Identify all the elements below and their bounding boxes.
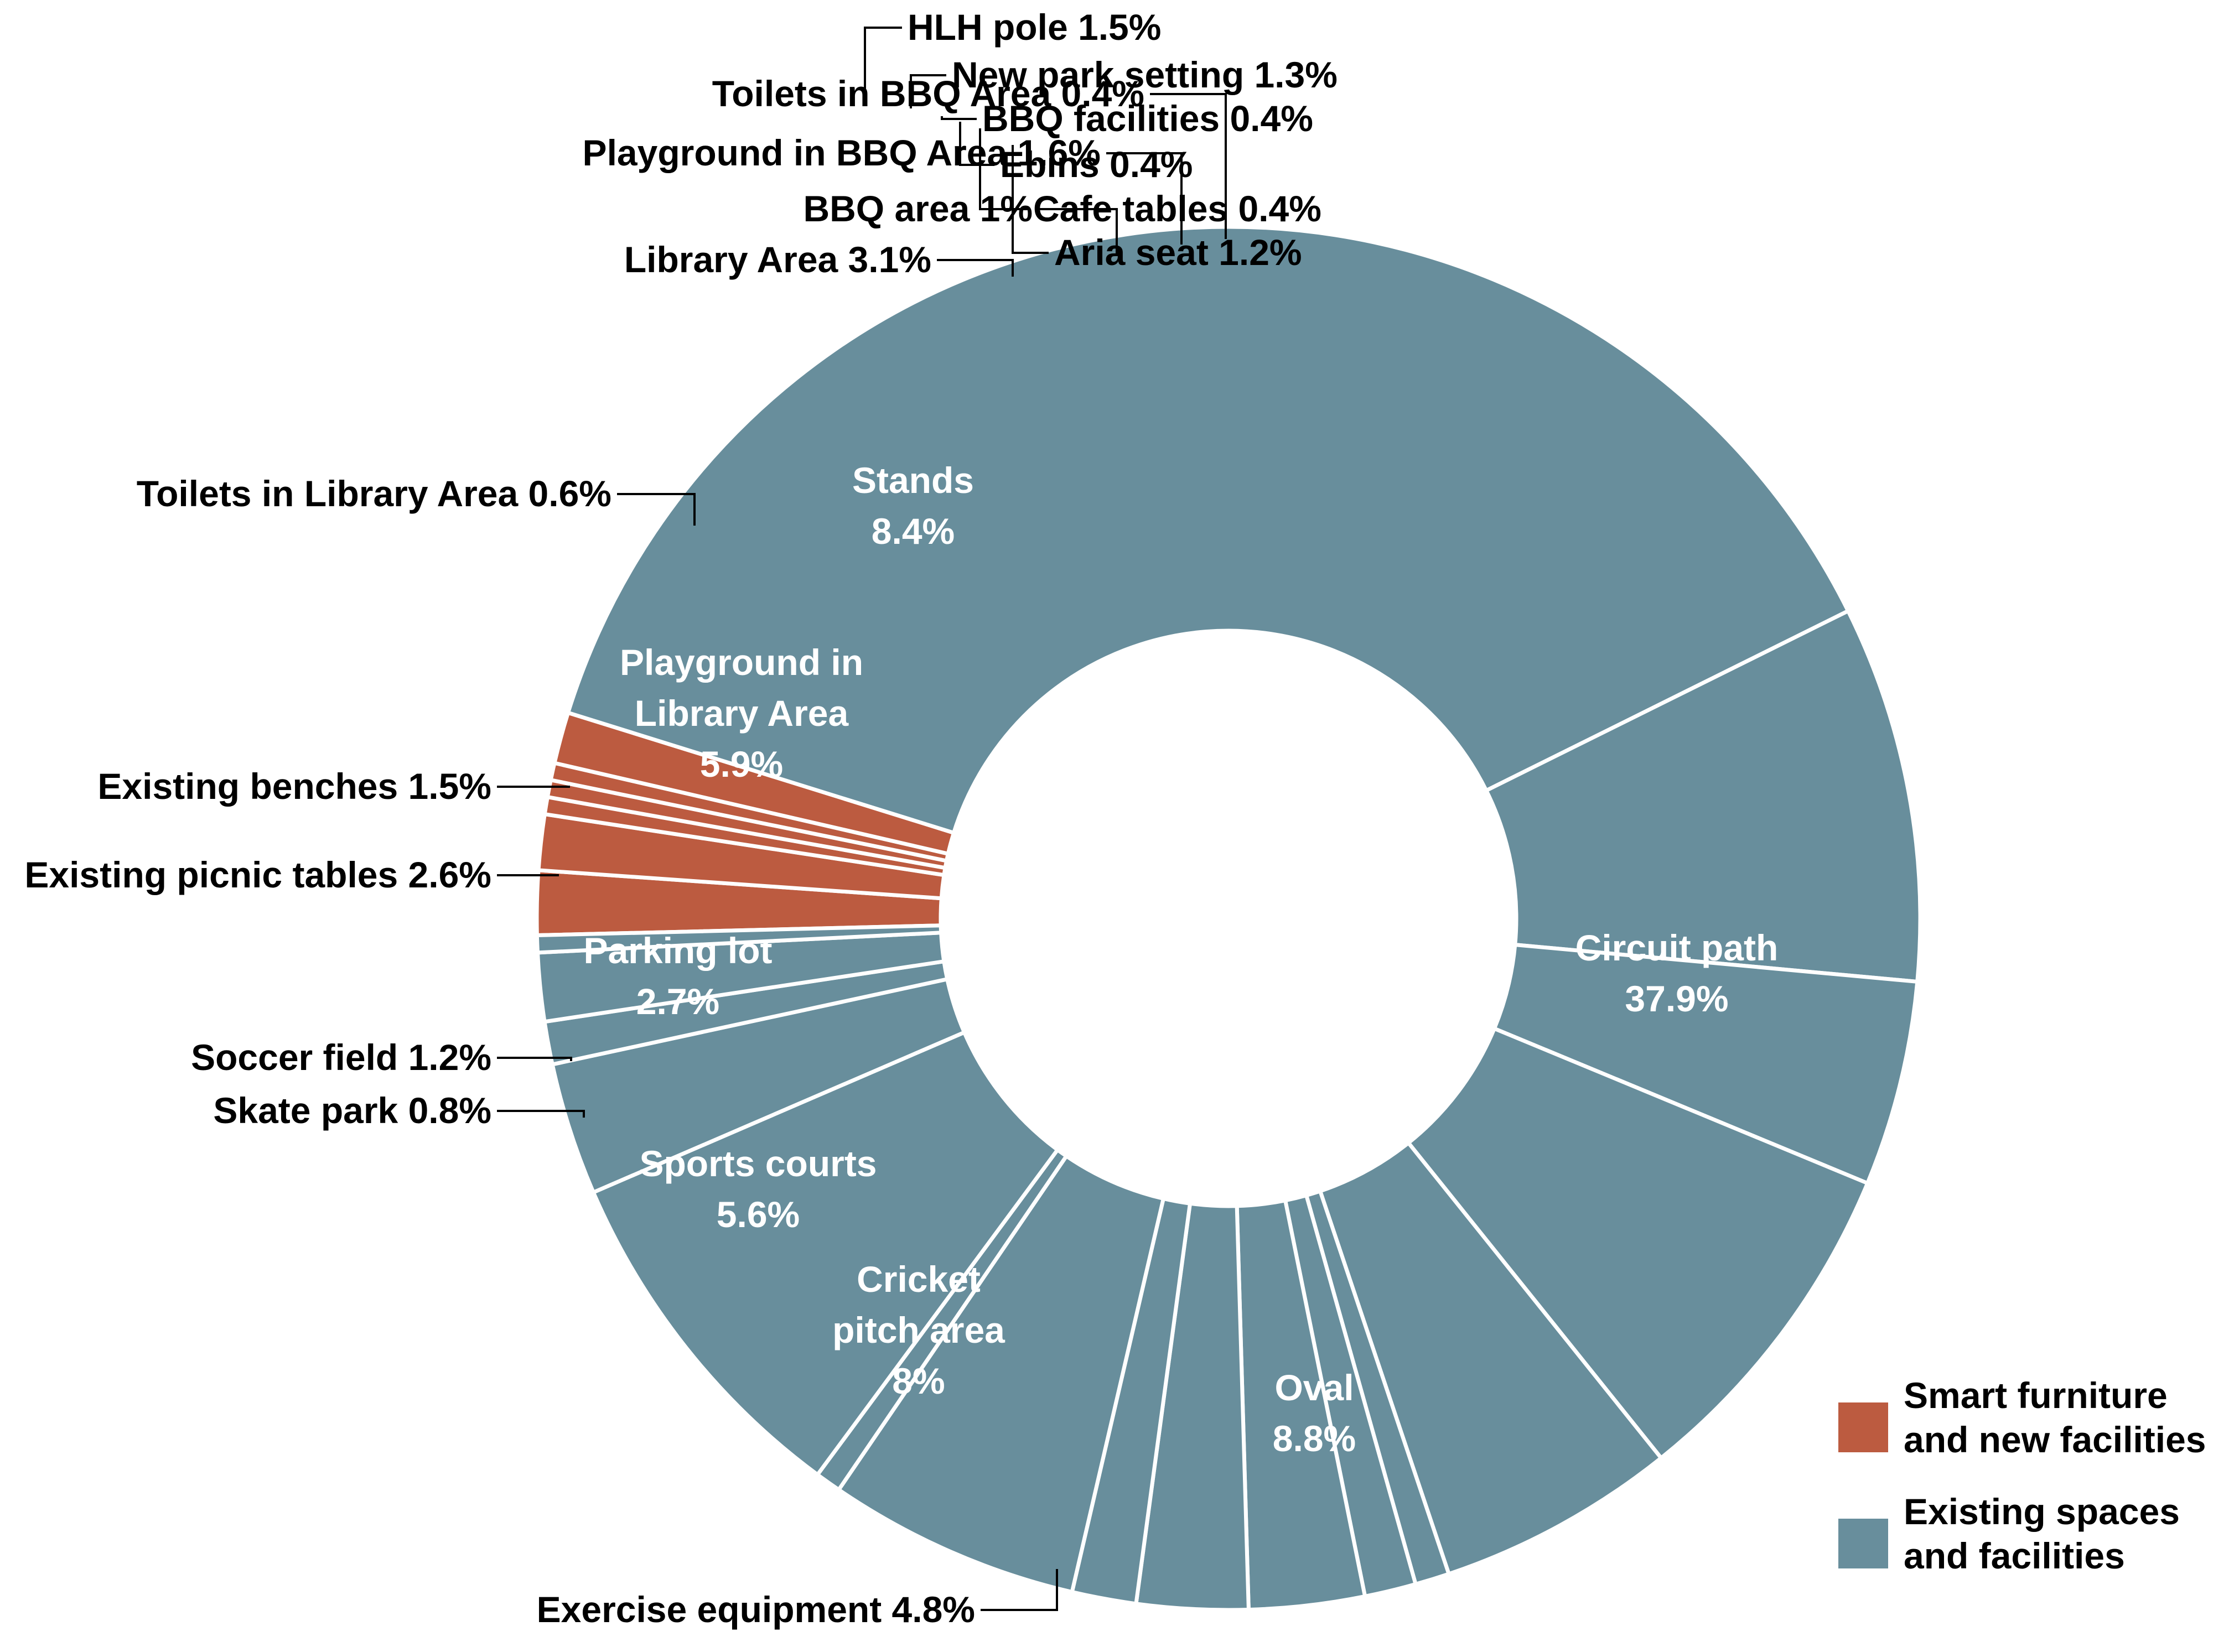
legend-label-2-line-2: and facilities: [1904, 1535, 2125, 1576]
leader-aria-seat: [1012, 145, 1049, 254]
label-cricket-pitch-area-line-3: 8%: [892, 1360, 945, 1401]
label-parking-lot-line-1: Parking lot: [583, 930, 772, 971]
labels-group: HLH pole 1.5% New park setting 1.3%BBQ fa…: [24, 7, 1778, 1630]
label-cricket-pitch-area-line-1: Cricket: [857, 1259, 981, 1300]
label-skate-park: Skate park 0.8%: [213, 1090, 491, 1131]
leader-ebins: [959, 122, 994, 166]
legend-label-1-line-2: and new facilities: [1904, 1419, 2206, 1460]
slices-group: [535, 225, 1922, 1612]
label-oval-line-1: Oval: [1274, 1367, 1354, 1408]
label-ebins: Ebins 0.4%: [1000, 144, 1193, 185]
leader-library-area: [937, 259, 1014, 277]
leader-playground-in-bbq-area: [1106, 152, 1183, 245]
slice-toilets-in-bbq-area: [535, 923, 944, 955]
label-aria-seat: Aria seat 1.2%: [1054, 232, 1302, 273]
legend-swatch-2: [1838, 1519, 1888, 1568]
label-oval-line-2: 8.8%: [1273, 1418, 1356, 1459]
label-cafe-tables: Cafe tables 0.4%: [1033, 188, 1321, 229]
leader-soccer-field: [497, 1057, 572, 1061]
label-stands-line-1: Stands: [852, 460, 974, 501]
label-circuit-path-line-2: 37.9%: [1625, 978, 1728, 1019]
label-toilets-in-library-area: Toilets in Library Area 0.6%: [137, 473, 611, 514]
legend-label-1-line-1: Smart furniture: [1904, 1375, 2168, 1416]
legend-label-2-line-1: Existing spaces: [1904, 1491, 2180, 1532]
leader-toilets-in-bbq-area: [1150, 93, 1227, 239]
label-playground-in-library-area-line-1: Playground in: [620, 642, 863, 683]
label-sports-courts-line-2: 5.6%: [717, 1194, 800, 1235]
label-sports-courts-line-1: Sports courts: [639, 1143, 877, 1184]
slice-cricket-pitch-area: [1406, 1026, 1870, 1460]
label-playground-in-library-area-line-2: Library Area: [635, 693, 849, 734]
leader-toilets-in-library-area: [617, 493, 696, 526]
label-bbq-area: BBQ area 1%: [803, 188, 1033, 229]
leader-hlh-pole: [864, 27, 902, 105]
slice-circuit-path: [566, 225, 1851, 835]
label-cricket-pitch-area-line-2: pitch area: [832, 1310, 1005, 1350]
label-library-area: Library Area 3.1%: [624, 239, 931, 280]
label-existing-benches: Existing benches 1.5%: [97, 766, 491, 807]
leader-bbq-facilities: [941, 116, 977, 120]
leader-lines-group: [497, 27, 1227, 1611]
leader-skate-park: [497, 1110, 585, 1118]
label-new-park-setting: New park setting 1.3%: [952, 54, 1338, 95]
label-bbq-facilities: BBQ facilities 0.4%: [982, 98, 1313, 139]
slice-playground-in-library-area: [837, 1154, 1165, 1594]
label-exercise-equipment: Exercise equipment 4.8%: [537, 1589, 975, 1630]
label-circuit-path-line-1: Circuit path: [1575, 927, 1779, 968]
label-existing-picnic-tables: Existing picnic tables 2.6%: [24, 854, 491, 895]
label-parking-lot-line-2: 2.7%: [636, 981, 719, 1022]
label-hlh-pole: HLH pole 1.5%: [908, 7, 1161, 48]
label-playground-in-library-area-line-3: 5.9%: [700, 744, 783, 785]
slice-sports-courts: [1318, 1141, 1663, 1576]
label-soccer-field: Soccer field 1.2%: [191, 1037, 491, 1078]
slice-oval: [1484, 609, 1922, 984]
leader-new-park-setting: [910, 74, 946, 108]
label-toilets-in-bbq-area: Toilets in BBQ Area 0.4%: [712, 73, 1144, 114]
label-playground-in-bbq-area: Playground in BBQ Area 1.6%: [583, 132, 1101, 173]
leader-exercise-equipment: [981, 1569, 1058, 1611]
legend-swatch-1: [1838, 1402, 1888, 1452]
leader-bbq-area: [1038, 208, 1118, 254]
label-stands-line-2: 8.4%: [872, 511, 955, 552]
